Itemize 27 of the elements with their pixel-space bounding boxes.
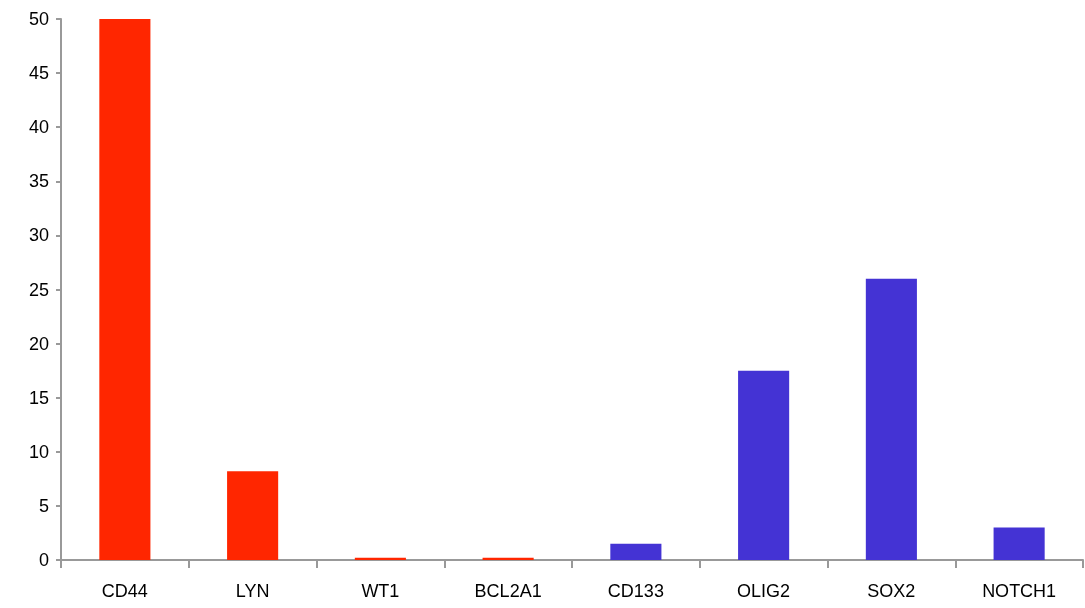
x-tick-label: OLIG2 [737,581,791,601]
x-tick-label: CD44 [101,581,148,601]
y-tick-label: 10 [28,441,49,462]
x-tick-label: WT1 [361,581,400,601]
bar [227,471,279,560]
y-tick-label: 40 [28,117,49,138]
y-tick-label: 0 [38,550,49,570]
bar [99,19,151,560]
x-tick-label: BCL2A1 [474,581,542,601]
y-tick-label: 15 [28,387,49,408]
bar [993,527,1045,560]
y-tick-label: 35 [28,171,49,192]
y-tick-label: 50 [28,9,49,29]
bar [354,557,406,560]
bar [738,370,790,560]
y-tick-label: 5 [38,495,49,516]
x-tick-label: LYN [235,581,270,601]
bar [482,557,534,560]
x-tick-label: NOTCH1 [982,581,1057,601]
bar [865,278,917,560]
y-tick-label: 20 [28,333,49,354]
y-tick-label: 30 [28,225,49,246]
y-tick-label: 45 [28,63,49,84]
x-tick-label: SOX2 [867,581,916,601]
bar [610,543,662,560]
x-tick-label: CD133 [607,581,664,601]
y-tick-label: 25 [28,279,49,300]
